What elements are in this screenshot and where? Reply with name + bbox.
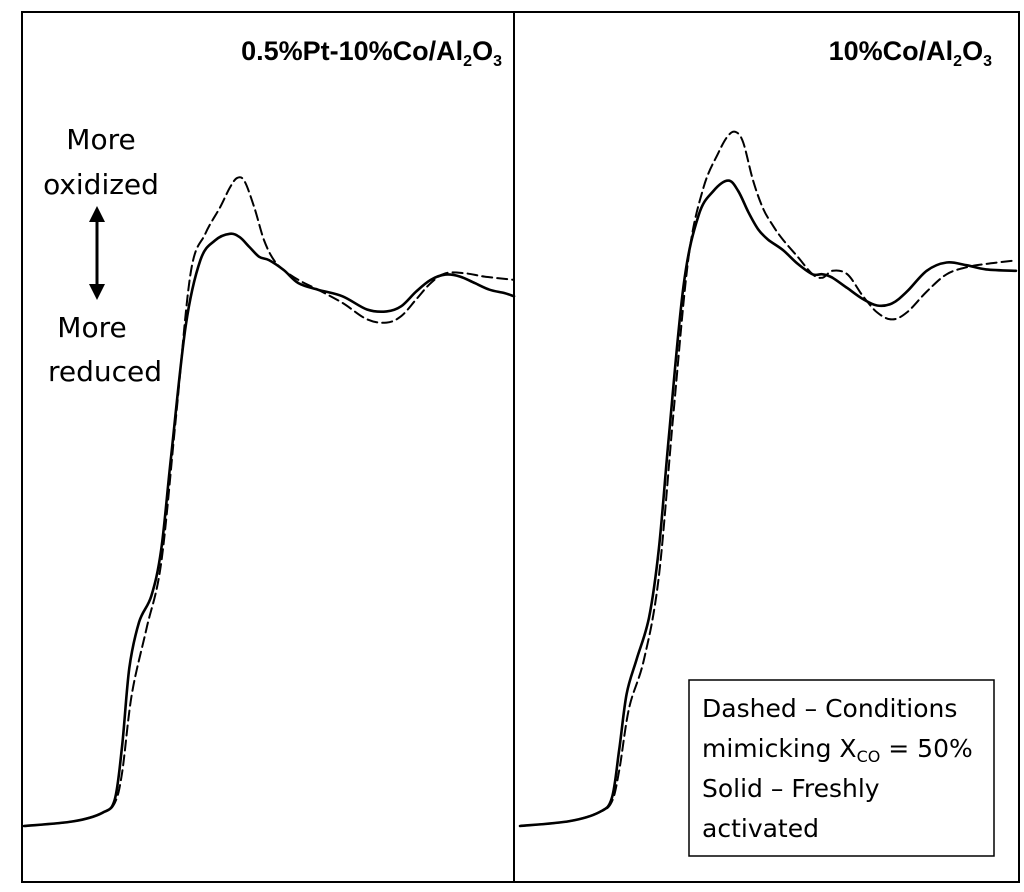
legend: Dashed – Conditions mimicking XCO = 50% …	[688, 679, 995, 857]
annotation-bottom-line1: More	[57, 311, 126, 344]
left-dashed-curve	[23, 176, 515, 827]
arrow-head-down-icon	[89, 284, 105, 300]
arrow-head-up-icon	[89, 206, 105, 222]
annotation-top-line1: More	[66, 123, 135, 156]
annotation-top-line2: oxidized	[43, 168, 159, 201]
legend-line-3: Solid – Freshly	[702, 774, 880, 803]
annotation-bottom-line2: reduced	[48, 355, 162, 388]
right-dashed-curve	[519, 130, 1017, 827]
oxidation-annotation: More oxidized More reduced	[43, 123, 162, 388]
right-panel-title: 10%Co/Al2O3	[829, 36, 992, 70]
right-solid-curve	[518, 179, 1018, 828]
left-solid-curve	[22, 232, 516, 828]
legend-line-4: activated	[702, 814, 819, 843]
legend-line-1: Dashed – Conditions	[702, 694, 957, 723]
legend-line-2: mimicking XCO = 50%	[702, 734, 973, 766]
legend-box	[688, 679, 995, 857]
right-panel-frame	[513, 11, 1020, 883]
left-panel-title: 0.5%Pt-10%Co/Al2O3	[241, 36, 502, 70]
